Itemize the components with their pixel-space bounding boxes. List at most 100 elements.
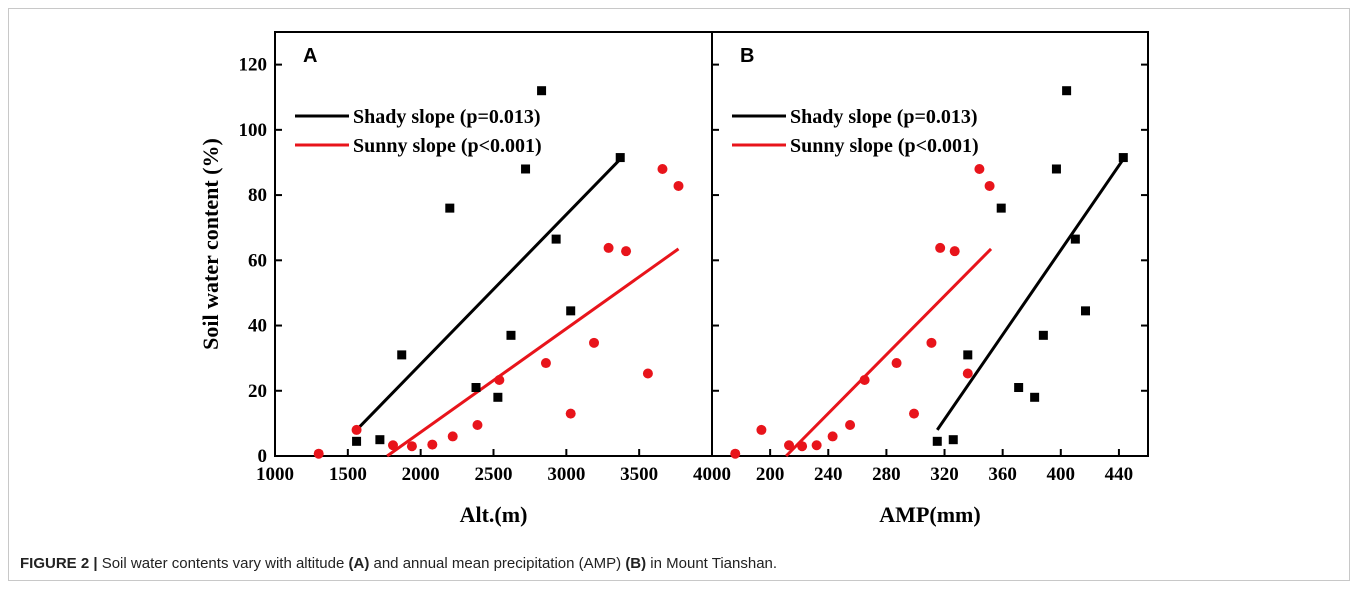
x-tick-label: 320 [930,464,959,485]
data-point-sunny [859,375,870,386]
legend-entry: Shady slope (p=0.013) [790,106,978,128]
y-tick-label: 80 [248,185,267,206]
data-point-shady [615,153,625,163]
panel-a: 0 20 40 60 80 100 120 1000 1500 2000 2500 3000 3500 A… [198,31,713,527]
data-point-shady [537,86,547,96]
legend-entry: Shady slope (p=0.013) [353,106,541,128]
caption-ref-a: (A) [348,555,370,572]
data-point-shady [445,203,455,213]
fit-line [785,247,993,458]
data-point-shady [963,350,973,360]
fit-line [386,247,680,458]
plot-frame [711,31,1149,457]
data-point-sunny [621,246,632,257]
data-point-sunny [756,424,767,435]
data-point-shady [1070,234,1080,244]
data-point-sunny [827,431,838,442]
data-point-shady [566,306,576,316]
caption-text-3: in Mount Tianshan. [646,555,778,572]
x-tick-label: 3000 [547,464,585,485]
data-point-shady [1051,164,1061,174]
figure-caption: FIGURE 2 | Soil water contents vary with… [20,555,1340,572]
x-tick-label: 1000 [256,464,294,485]
y-tick-label: 20 [248,381,267,402]
y-tick-label: 0 [258,446,268,467]
data-point-sunny [730,448,741,459]
data-point-shady [352,436,362,446]
data-point-sunny [313,448,324,459]
data-point-sunny [540,358,551,369]
x-axis-title: AMP(mm) [879,502,980,527]
data-point-sunny [494,375,505,386]
x-tick-label: 400 [1047,464,1076,485]
data-point-shady [551,234,561,244]
x-tick-label: 3500 [620,464,658,485]
caption-figure-label: FIGURE 2 | [20,555,98,572]
data-point-sunny [797,441,808,452]
data-point-sunny [984,180,995,191]
x-tick-label: 1500 [329,464,367,485]
y-tick-label: 40 [248,316,267,337]
legend-entry: Sunny slope (p<0.001) [790,135,979,157]
y-tick-label: 100 [239,120,268,141]
panel-b: 4000 200 240 280 320 360 400 440 AMP(mm) B Shady s… [693,31,1149,527]
data-point-shady [996,203,1006,213]
data-point-shady [1038,330,1048,340]
data-point-sunny [427,439,438,450]
x-tick-label: 2500 [475,464,513,485]
legend-entry: Sunny slope (p<0.001) [353,135,542,157]
x-tick-label: 360 [988,464,1017,485]
figure-chart: 0 20 40 60 80 100 120 1000 1500 2000 2500 3000 3500 A… [198,31,1149,527]
x-tick-label: 240 [814,464,843,485]
panel-label: B [740,45,754,67]
data-point-shady [506,330,516,340]
data-point-shady [493,392,503,402]
data-point-shady [397,350,407,360]
data-point-sunny [891,358,902,369]
y-tick-label: 60 [248,250,267,271]
figure-frame [8,8,1350,581]
x-tick-label: 2000 [402,464,440,485]
data-point-sunny [642,368,653,379]
data-point-sunny [974,163,985,174]
data-point-sunny [657,163,668,174]
data-point-shady [932,436,942,446]
data-point-sunny [447,431,458,442]
data-point-shady [1030,392,1040,402]
fit-line [355,158,622,431]
data-point-shady [948,435,958,445]
data-point-shady [1081,306,1091,316]
data-point-sunny [962,368,973,379]
data-point-shady [375,435,385,445]
x-tick-label: 440 [1105,464,1134,485]
panel-label: A [303,45,317,67]
data-point-sunny [949,246,960,257]
caption-text-2: and annual mean precipitation (AMP) [369,555,626,572]
data-point-sunny [565,408,576,419]
x-axis-title: Alt.(m) [460,502,528,527]
data-point-sunny [935,242,946,253]
data-point-sunny [811,440,822,451]
data-point-sunny [909,408,920,419]
data-point-shady [1014,383,1024,393]
data-point-sunny [472,420,483,431]
caption-text-1: Soil water contents vary with altitude [97,555,349,572]
data-point-sunny [387,440,398,451]
caption-ref-b: (B) [625,555,647,572]
plot-frame [274,31,713,457]
x-tick-label: 4000 [693,464,731,485]
data-point-sunny [845,420,856,431]
data-point-shady [521,164,531,174]
x-tick-label: 280 [872,464,901,485]
y-tick-label: 120 [239,55,268,76]
data-point-sunny [673,180,684,191]
data-point-sunny [406,441,417,452]
data-point-shady [1118,153,1128,163]
fit-line [936,158,1125,431]
data-point-shady [471,383,481,393]
data-point-shady [1062,86,1072,96]
data-point-sunny [603,242,614,253]
data-point-sunny [784,440,795,451]
data-point-sunny [926,337,937,348]
data-point-sunny [589,337,600,348]
